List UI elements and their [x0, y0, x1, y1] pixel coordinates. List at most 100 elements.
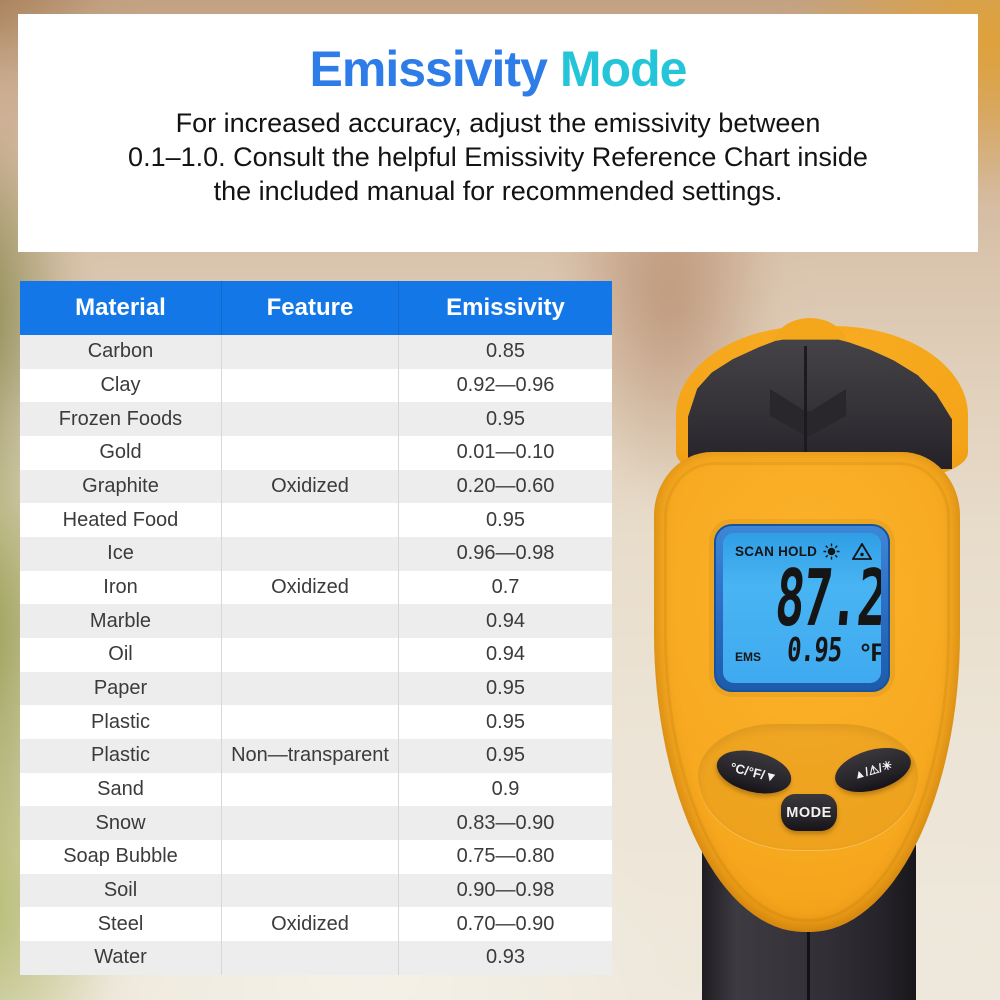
cell-emissivity: 0.83—0.90 [398, 806, 612, 841]
cell-feature [221, 638, 398, 672]
table-row: Oil 0.94 [20, 638, 612, 672]
table-body: Carbon 0.85 Clay 0.92—0.96 Frozen Foods … [20, 335, 612, 975]
table-row: Carbon 0.85 [20, 335, 612, 369]
cell-feature [221, 537, 398, 571]
table-row: Snow 0.83—0.90 [20, 806, 612, 841]
table-row: Frozen Foods 0.95 [20, 402, 612, 437]
cell-material: Gold [99, 441, 142, 464]
lcd-hold-label: HOLD [778, 544, 818, 559]
laser-warning-icon [851, 542, 873, 560]
cell-material: Plastic [91, 710, 150, 733]
table-row: Sand 0.9 [20, 772, 612, 807]
table-row: Soap Bubble 0.75—0.80 [20, 840, 612, 874]
head-seam [804, 346, 807, 469]
column-header-material: Material [75, 294, 166, 321]
cell-feature [221, 873, 398, 908]
cell-feature: Oxidized [221, 907, 398, 942]
table-row: Steel Oxidized 0.70—0.90 [20, 907, 612, 942]
table-row: Heated Food 0.95 [20, 503, 612, 538]
cell-emissivity: 0.20—0.60 [398, 469, 612, 504]
thermometer-body [654, 452, 960, 932]
cell-feature: Oxidized [221, 570, 398, 605]
cell-material: Soap Bubble [63, 845, 178, 868]
lcd-ems-label: EMS [735, 650, 762, 664]
cell-emissivity: 0.95 [398, 503, 612, 538]
cell-feature [221, 604, 398, 639]
cell-feature [221, 671, 398, 706]
cell-feature [221, 772, 398, 807]
cell-feature [221, 402, 398, 437]
cell-material: Ice [107, 542, 134, 565]
cell-material: Heated Food [62, 508, 179, 531]
cell-feature: Oxidized [221, 469, 398, 504]
cell-emissivity: 0.75—0.80 [398, 840, 612, 874]
lcd-screen: SCAN HOLD 87.2 EMS 0.95 °F [723, 533, 881, 683]
cell-emissivity: 0.95 [398, 705, 612, 740]
cell-emissivity: 0.90—0.98 [398, 873, 612, 908]
cell-emissivity: 0.95 [398, 739, 612, 773]
cell-emissivity: 0.94 [398, 638, 612, 672]
table-row: Graphite Oxidized 0.20—0.60 [20, 469, 612, 504]
cell-material: Frozen Foods [58, 407, 183, 430]
cell-material: Plastic [91, 744, 150, 767]
lcd-emissivity-value: 0.95 [785, 630, 844, 669]
cell-material: Water [94, 946, 147, 969]
cell-feature [221, 436, 398, 470]
head-notch [770, 389, 846, 437]
table-header-row: Material Feature Emissivity [20, 281, 612, 335]
cell-emissivity: 0.9 [398, 772, 612, 807]
title-word-emissivity: Emissivity [309, 41, 548, 97]
cell-feature: Non—transparent [221, 739, 398, 773]
cell-emissivity: 0.70—0.90 [398, 907, 612, 942]
cell-feature [221, 941, 398, 975]
cell-material: Steel [97, 912, 144, 935]
cell-feature [221, 368, 398, 403]
cell-emissivity: 0.92—0.96 [398, 368, 612, 403]
table-row: Paper 0.95 [20, 671, 612, 706]
table-row: Plastic Non—transparent 0.95 [20, 739, 612, 773]
table-row: Plastic 0.95 [20, 705, 612, 740]
table-row: Ice 0.96—0.98 [20, 537, 612, 571]
cell-feature [221, 335, 398, 369]
cell-emissivity: 0.96—0.98 [398, 537, 612, 571]
backlight-icon [823, 543, 840, 560]
cell-emissivity: 0.95 [398, 402, 612, 437]
emissivity-table: Material Feature Emissivity Carbon 0.85 … [20, 281, 612, 975]
table-row: Soil 0.90—0.98 [20, 873, 612, 908]
handle-seam [807, 900, 810, 1000]
table-row: Marble 0.94 [20, 604, 612, 639]
cell-material: Soil [103, 879, 138, 902]
lcd-scan-label: SCAN [735, 544, 775, 559]
mode-button: MODE [781, 794, 837, 831]
page-description: For increased accuracy, adjust the emiss… [18, 106, 978, 208]
description-line: 0.1–1.0. Consult the helpful Emissivity … [128, 142, 868, 172]
cell-material: Marble [89, 609, 152, 632]
table-row: Clay 0.92—0.96 [20, 368, 612, 403]
description-line: For increased accuracy, adjust the emiss… [175, 108, 821, 138]
header-card: Emissivity Mode For increased accuracy, a… [18, 14, 978, 252]
title-word-mode: Mode [559, 41, 688, 97]
cell-feature [221, 503, 398, 538]
cell-material: Clay [100, 374, 141, 396]
cell-material: Iron [103, 576, 138, 599]
cell-emissivity: 0.93 [398, 941, 612, 975]
table-row: Water 0.93 [20, 941, 612, 975]
table-row: Gold 0.01—0.10 [20, 436, 612, 470]
page-title: Emissivity Mode [18, 40, 978, 98]
cell-material: Paper [93, 677, 148, 700]
cell-feature [221, 840, 398, 874]
cell-material: Carbon [87, 340, 154, 363]
cell-emissivity: 0.85 [398, 335, 612, 369]
column-header-emissivity: Emissivity [398, 281, 612, 335]
cell-emissivity: 0.01—0.10 [398, 436, 612, 470]
description-line: the included manual for recommended sett… [213, 176, 783, 206]
cell-material: Oil [108, 643, 133, 666]
lcd-frame: SCAN HOLD 87.2 EMS 0.95 °F [714, 524, 890, 692]
cell-material: Sand [97, 778, 144, 801]
table-row: Iron Oxidized 0.7 [20, 570, 612, 605]
cell-material: Snow [95, 811, 146, 834]
cell-feature [221, 806, 398, 841]
cell-emissivity: 0.95 [398, 671, 612, 706]
cell-emissivity: 0.7 [398, 570, 612, 605]
